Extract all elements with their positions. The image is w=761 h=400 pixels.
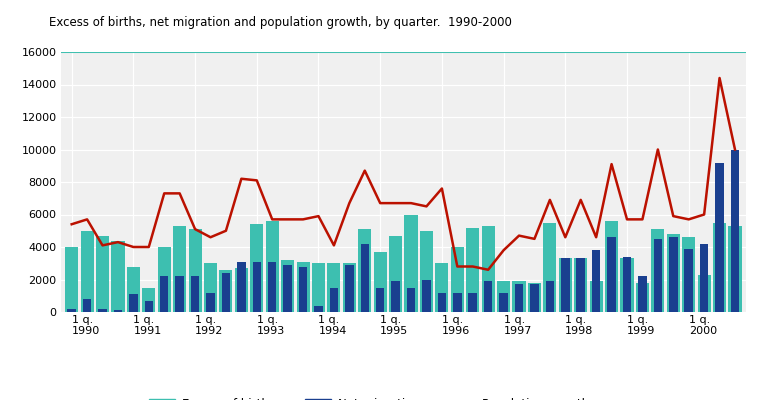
- Bar: [713, 223, 726, 312]
- Bar: [189, 229, 202, 312]
- Bar: [129, 294, 138, 312]
- Bar: [512, 281, 526, 312]
- Bar: [113, 310, 123, 312]
- Bar: [330, 288, 338, 312]
- Bar: [482, 226, 495, 312]
- Bar: [484, 281, 492, 312]
- Bar: [514, 284, 524, 312]
- Bar: [361, 244, 369, 312]
- Bar: [283, 265, 292, 312]
- Legend: Excess of births, Net migration, Population growth: Excess of births, Net migration, Populat…: [145, 393, 594, 400]
- Bar: [345, 265, 354, 312]
- Bar: [389, 236, 402, 312]
- Bar: [65, 247, 78, 312]
- Bar: [469, 292, 477, 312]
- Bar: [221, 273, 230, 312]
- Bar: [96, 236, 109, 312]
- Bar: [420, 231, 433, 312]
- Bar: [682, 237, 696, 312]
- Bar: [111, 240, 125, 312]
- Bar: [435, 263, 448, 312]
- Bar: [422, 280, 431, 312]
- Bar: [342, 263, 356, 312]
- Bar: [438, 292, 446, 312]
- Bar: [559, 258, 572, 312]
- Bar: [638, 276, 647, 312]
- Bar: [407, 288, 416, 312]
- Bar: [83, 299, 91, 312]
- Bar: [206, 292, 215, 312]
- Bar: [145, 301, 153, 312]
- Bar: [590, 281, 603, 312]
- Bar: [561, 258, 569, 312]
- Bar: [237, 262, 246, 312]
- Bar: [667, 234, 680, 312]
- Bar: [312, 263, 325, 312]
- Bar: [574, 258, 587, 312]
- Bar: [235, 268, 248, 312]
- Bar: [607, 237, 616, 312]
- Bar: [620, 258, 634, 312]
- Bar: [314, 306, 323, 312]
- Bar: [700, 244, 708, 312]
- Bar: [728, 226, 741, 312]
- Bar: [327, 263, 340, 312]
- Bar: [160, 276, 168, 312]
- Bar: [191, 276, 199, 312]
- Bar: [453, 292, 462, 312]
- Bar: [592, 250, 600, 312]
- Text: Excess of births, net migration and population growth, by quarter.  1990-2000: Excess of births, net migration and popu…: [49, 16, 512, 29]
- Bar: [391, 281, 400, 312]
- Bar: [684, 249, 693, 312]
- Bar: [497, 281, 510, 312]
- Bar: [173, 226, 186, 312]
- Bar: [204, 263, 217, 312]
- Bar: [250, 224, 263, 312]
- Bar: [577, 258, 585, 312]
- Bar: [127, 266, 140, 312]
- Bar: [81, 231, 94, 312]
- Bar: [253, 262, 261, 312]
- Bar: [297, 262, 310, 312]
- Bar: [266, 221, 279, 312]
- Bar: [528, 283, 541, 312]
- Bar: [715, 162, 724, 312]
- Bar: [654, 239, 662, 312]
- Bar: [669, 237, 677, 312]
- Bar: [636, 283, 649, 312]
- Bar: [546, 281, 554, 312]
- Bar: [499, 292, 508, 312]
- Bar: [219, 270, 233, 312]
- Bar: [68, 309, 76, 312]
- Bar: [268, 262, 276, 312]
- Bar: [142, 288, 155, 312]
- Bar: [299, 266, 307, 312]
- Bar: [358, 229, 371, 312]
- Bar: [98, 309, 107, 312]
- Bar: [175, 276, 184, 312]
- Bar: [451, 247, 464, 312]
- Bar: [622, 257, 632, 312]
- Bar: [731, 150, 739, 312]
- Bar: [605, 221, 618, 312]
- Bar: [466, 228, 479, 312]
- Bar: [698, 275, 711, 312]
- Bar: [405, 214, 418, 312]
- Bar: [651, 229, 664, 312]
- Bar: [374, 252, 387, 312]
- Bar: [376, 288, 384, 312]
- Bar: [281, 260, 295, 312]
- Bar: [530, 284, 539, 312]
- Bar: [543, 223, 556, 312]
- Bar: [158, 247, 170, 312]
